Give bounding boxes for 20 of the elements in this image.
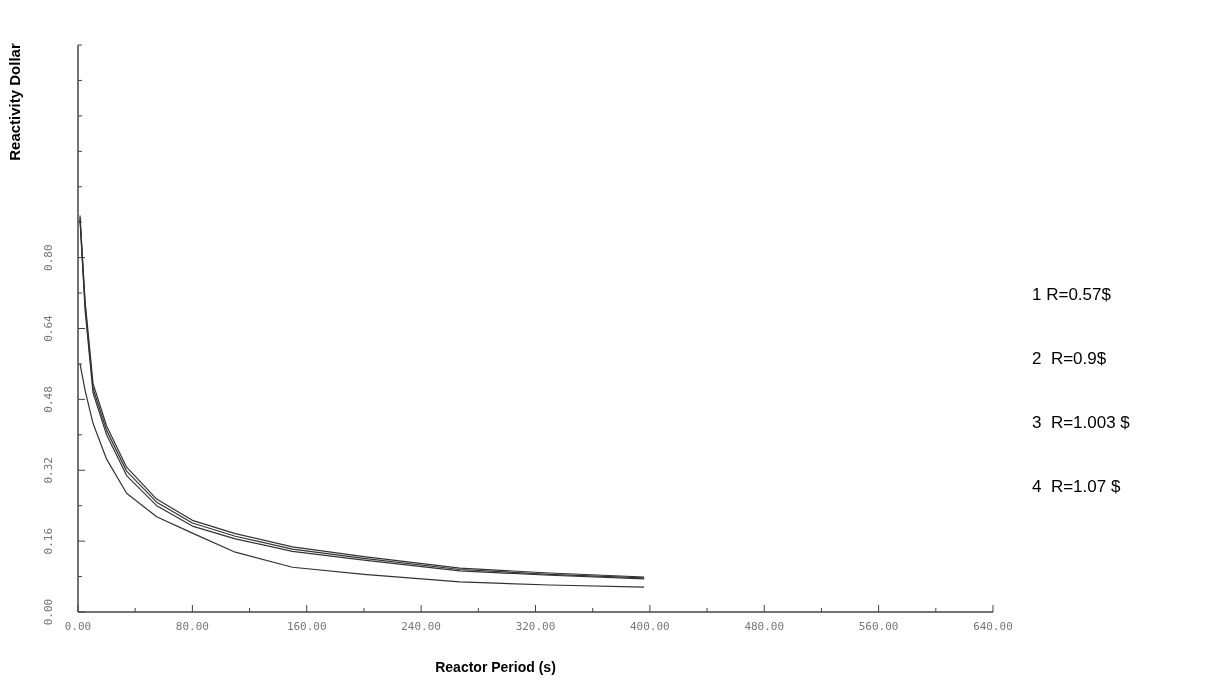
x-tick-label: 80.00	[175, 620, 209, 633]
text: 1 R=0.57$	[1032, 285, 1112, 304]
x-tick-label: 640.00	[973, 620, 1013, 633]
y-axis-title: Reactivity Dollar	[6, 43, 23, 161]
y-tick-label: 0.80	[42, 244, 55, 271]
y-tick-label: 0.16	[42, 527, 55, 555]
text: 2 R=0.9$	[1032, 349, 1107, 368]
text: 3 R=1.003 $	[1032, 413, 1131, 432]
x-tick-label: 160.00	[286, 620, 327, 633]
x-tick-label: 400.00	[630, 620, 670, 633]
y-tick-label: 0.32	[42, 457, 55, 484]
text: 4 R=1.07 $	[1032, 477, 1121, 496]
x-tick-label: 480.00	[744, 620, 785, 633]
x-tick-label: 240.00	[401, 620, 441, 633]
x-tick-label: 320.00	[515, 620, 556, 633]
y-tick-label: 0.48	[42, 386, 55, 413]
x-tick-label: 0.00	[64, 620, 92, 633]
y-tick-label: 0.64	[42, 314, 55, 342]
x-axis-title: Reactor Period (s)	[435, 659, 556, 675]
x-tick-label: 560.00	[858, 620, 899, 633]
